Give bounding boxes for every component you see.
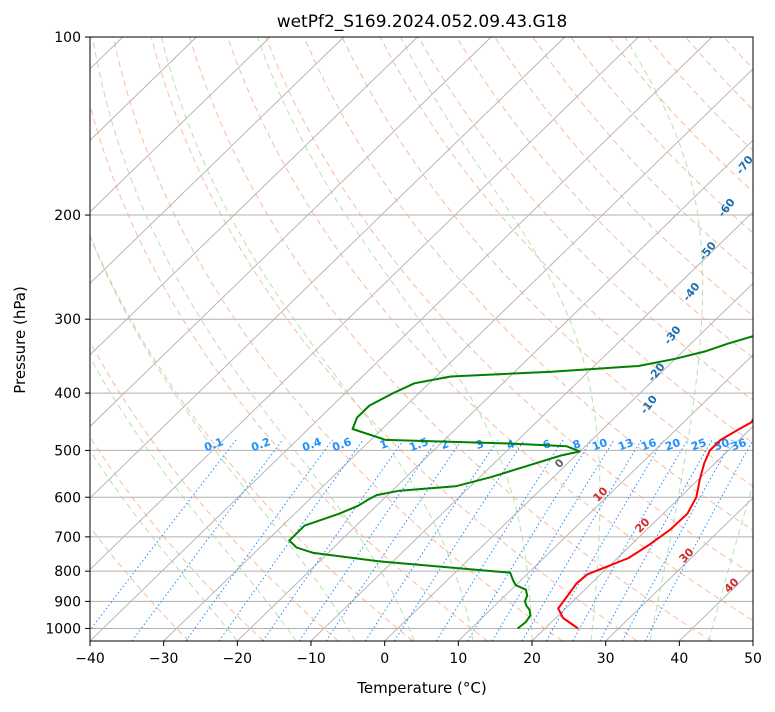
chart-title: wetPf2_S169.2024.052.09.43.G18	[277, 12, 568, 32]
dry-adiabat	[342, 37, 775, 641]
y-tick-label: 400	[54, 386, 81, 402]
mixing-ratio-label: 2	[439, 437, 451, 452]
y-axis-title: Pressure (hPa)	[11, 286, 29, 394]
dry-adiabat-label: -40	[680, 280, 703, 304]
x-tick-label: −30	[149, 651, 179, 667]
mixing-ratio-line	[436, 440, 563, 641]
mixing-ratio-line	[263, 440, 404, 641]
x-tick-label: 10	[449, 651, 467, 667]
moist-adiabat-label: 20	[633, 515, 653, 535]
plot-area: -100-90-80-70-60-50-40-30-20-100.10.20.4…	[0, 30, 775, 641]
x-tick-label: 50	[744, 651, 762, 667]
isotherm-gridline	[311, 37, 775, 641]
mixing-ratio-line	[82, 440, 236, 641]
dry-adiabat	[762, 37, 775, 641]
dry-adiabat	[37, 37, 413, 641]
isotherm-gridline	[0, 37, 196, 641]
mixing-ratio-line	[522, 440, 641, 641]
mixing-ratio-label: 0.6	[330, 435, 353, 454]
mixing-ratio-label: 0.4	[300, 435, 323, 454]
x-tick-label: 20	[523, 651, 541, 667]
dry-adiabat	[457, 37, 775, 641]
y-tick-label: 300	[54, 312, 81, 328]
isotherm-gridline	[0, 37, 270, 641]
dry-adiabat	[495, 37, 775, 641]
dry-adiabat	[0, 37, 264, 641]
y-tick-label: 500	[54, 443, 81, 459]
isotherm-gridline	[0, 37, 417, 641]
dry-adiabat	[304, 37, 775, 641]
isotherm-gridline	[0, 37, 344, 641]
isotherm-gridline	[0, 37, 565, 641]
mixing-ratio-line	[365, 440, 498, 641]
isotherm-gridline	[0, 37, 491, 641]
moist-adiabat-label: 40	[722, 575, 742, 595]
mixing-ratio-line	[326, 440, 462, 641]
x-axis: −40 −30 −20 −10 0 10 20 30 40 50	[75, 641, 762, 667]
moist-adiabat	[401, 37, 600, 641]
dry-adiabat-label: -80	[756, 109, 775, 133]
moist-adiabat	[258, 37, 533, 641]
mixing-ratio-label: 1.5	[407, 435, 430, 454]
x-tick-label: −10	[296, 651, 326, 667]
dry-adiabat	[190, 37, 712, 641]
isotherm-gridline	[237, 37, 775, 641]
mixing-ratio-line	[622, 440, 732, 641]
dry-adiabat	[75, 37, 488, 641]
y-tick-label: 700	[54, 530, 81, 546]
moist-adiabat-label: 10	[591, 484, 611, 504]
y-tick-label: 800	[54, 564, 81, 580]
y-tick-label: 100	[54, 30, 81, 46]
dry-adiabat	[151, 37, 637, 641]
isotherm-gridline	[90, 37, 712, 641]
dry-adiabat-label: -10	[638, 393, 661, 417]
x-axis-title: Temperature (°C)	[356, 679, 486, 697]
dry-adiabat	[724, 37, 775, 641]
dry-adiabat-label: -90	[768, 70, 775, 94]
isotherm-gridline	[753, 37, 775, 641]
mixing-ratio-line	[546, 440, 663, 641]
y-tick-label: 200	[54, 208, 81, 224]
mixing-ratio-label: 0.2	[249, 435, 272, 454]
isotherm-gridline	[16, 37, 638, 641]
moist-adiabat	[768, 37, 775, 641]
moist-adiabat	[0, 37, 237, 641]
isotherm-gridline	[458, 37, 775, 641]
y-tick-label: 1000	[45, 621, 81, 637]
x-tick-label: 30	[597, 651, 615, 667]
isotherm-gridline	[532, 37, 775, 641]
mixing-ratio-label: 3	[474, 437, 486, 452]
x-tick-label: 40	[670, 651, 688, 667]
dry-adiabat	[533, 37, 775, 641]
x-tick-label: −40	[75, 651, 105, 667]
y-tick-label: 900	[54, 594, 81, 610]
y-axis: 100 200 300 400 500 600 700 800 900 1000	[45, 30, 90, 637]
isotherm-gridline	[679, 37, 775, 641]
y-tick-label: 600	[54, 490, 81, 506]
dry-adiabat	[0, 37, 338, 641]
x-tick-label: −20	[223, 651, 253, 667]
moist-adiabat	[161, 37, 473, 641]
mixing-ratio-line	[299, 440, 437, 641]
x-tick-label: 0	[380, 651, 389, 667]
